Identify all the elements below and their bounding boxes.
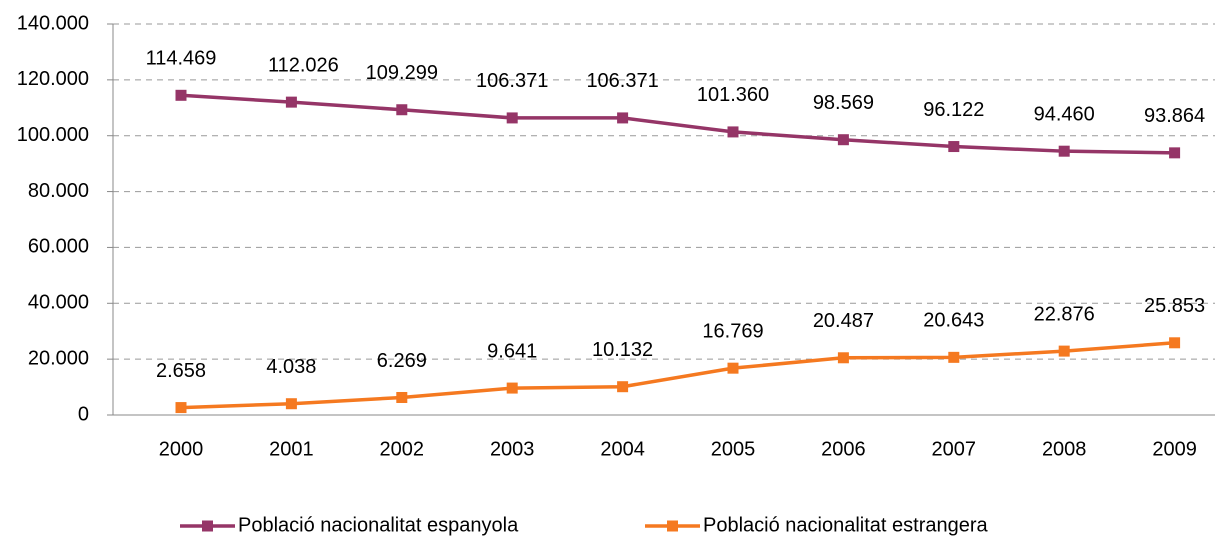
data-point [837,134,849,146]
x-tick-label: 2005 [711,438,756,460]
data-point [506,112,518,124]
y-tick-label: 80.000 [28,180,89,202]
x-tick-label: 2001 [269,438,314,460]
data-point [175,402,187,414]
data-label: 20.487 [813,310,874,332]
x-tick-label: 2006 [821,438,866,460]
data-point [506,382,518,394]
data-label: 6.269 [377,350,427,372]
data-label: 16.769 [702,320,763,342]
y-tick-label: 20.000 [28,347,89,369]
data-label: 96.122 [923,99,984,121]
data-label: 94.460 [1034,103,1095,125]
x-tick-label: 2008 [1042,438,1087,460]
data-point [285,96,297,108]
x-tick-label: 2009 [1152,438,1197,460]
data-point [396,104,408,116]
data-point [727,126,739,138]
data-point [175,89,187,101]
data-label: 112.026 [268,54,339,76]
data-point [948,141,960,153]
x-tick-label: 2007 [932,438,977,460]
y-tick-label: 60.000 [28,236,89,258]
x-tick-label: 2002 [380,438,425,460]
y-tick-label: 40.000 [28,292,89,314]
legend-label: Població nacionalitat espanyola [238,514,519,536]
data-label: 25.853 [1144,295,1205,317]
y-tick-label: 100.000 [17,124,89,146]
data-label: 22.876 [1034,303,1095,325]
data-label: 101.360 [697,84,769,106]
x-tick-label: 2004 [600,438,645,460]
data-label: 93.864 [1144,105,1205,127]
data-point [727,362,739,374]
data-point [617,112,629,124]
legend-marker [667,520,678,532]
data-label: 114.469 [146,48,217,70]
legend-marker [202,520,213,532]
data-point [285,398,297,410]
data-label: 106.371 [586,70,658,92]
data-label: 10.132 [592,339,653,361]
legend-label: Població nacionalitat estrangera [703,514,989,536]
data-point [1058,345,1070,357]
data-point [617,381,629,393]
y-tick-label: 0 [78,403,89,425]
data-label: 20.643 [923,310,984,332]
data-label: 4.038 [266,356,316,378]
data-label: 106.371 [476,70,548,92]
data-label: 9.641 [487,340,537,362]
data-point [948,351,960,363]
data-point [1058,145,1070,157]
data-label: 109.299 [366,62,438,84]
data-point [1169,147,1181,159]
x-tick-label: 2003 [490,438,535,460]
data-label: 2.658 [156,360,206,382]
data-point [1169,337,1181,349]
y-tick-label: 140.000 [17,12,89,34]
series-line [180,341,1175,410]
x-tick-label: 2000 [159,438,204,460]
series-line [180,93,1175,155]
data-point [837,352,849,364]
data-label: 98.569 [813,92,874,114]
y-tick-label: 120.000 [17,68,89,90]
data-point [396,391,408,403]
